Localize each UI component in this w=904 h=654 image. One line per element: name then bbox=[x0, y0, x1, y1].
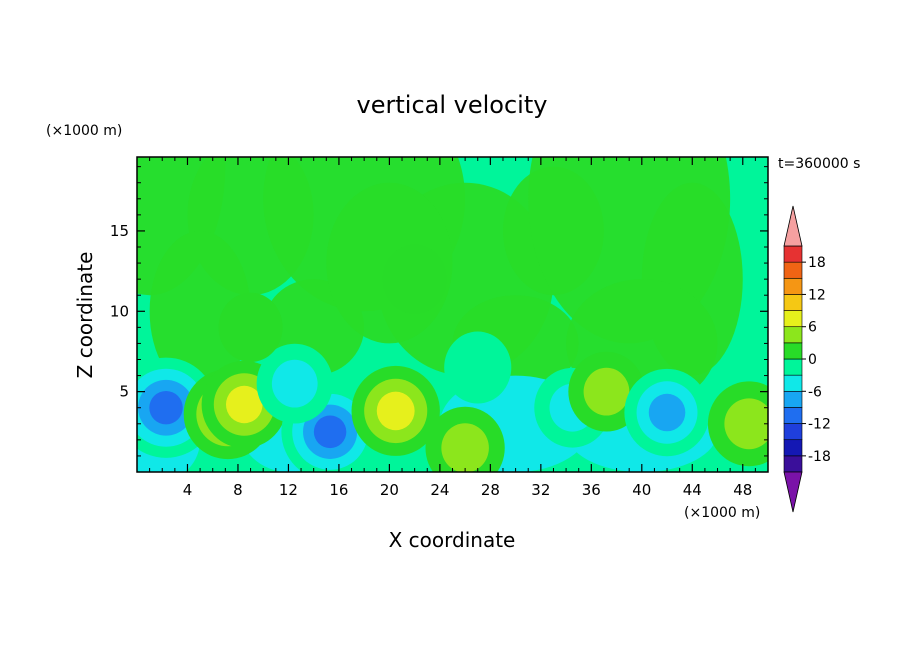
x-tick-label: 40 bbox=[632, 481, 651, 499]
colorbar-tick-label: -18 bbox=[808, 449, 831, 465]
x-tick-label: 28 bbox=[481, 481, 500, 499]
x-tick-label: 24 bbox=[430, 481, 449, 499]
contour-level bbox=[724, 398, 768, 450]
contour-level bbox=[382, 244, 447, 314]
x-tick-label: 20 bbox=[380, 481, 399, 499]
x-tick-label: 32 bbox=[531, 481, 550, 499]
colorbar-swatch bbox=[783, 390, 803, 408]
contour-level bbox=[271, 359, 318, 408]
y-tick-label: 5 bbox=[119, 383, 129, 401]
x-axis: 4 8 12 16 20 24 28 32 36 40 44 48 bbox=[149, 157, 756, 499]
colorbar-tick-label: 12 bbox=[808, 287, 826, 303]
y-tick-label: 10 bbox=[110, 302, 129, 320]
colorbar-swatch bbox=[783, 423, 803, 441]
contour-level bbox=[218, 292, 283, 363]
colorbar-swatch bbox=[783, 374, 803, 392]
colorbar-tick-label: 0 bbox=[808, 352, 817, 368]
colorbar-swatch bbox=[783, 294, 803, 311]
y-axis: 5 10 15 bbox=[110, 166, 768, 457]
x-tick-label: 8 bbox=[233, 481, 243, 499]
colorbar-tick-label: -6 bbox=[808, 384, 822, 400]
y-tick-label: 15 bbox=[110, 222, 129, 240]
colorbar-swatch bbox=[783, 245, 803, 263]
x-tick-label: 12 bbox=[279, 481, 298, 499]
contour-level bbox=[376, 391, 415, 431]
colorbar: 18 12 6 0 -6 -12 -18 bbox=[783, 205, 831, 513]
colorbar-tick-label: -12 bbox=[808, 417, 831, 433]
contour-level bbox=[225, 385, 263, 424]
chart-title: vertical velocity bbox=[357, 91, 548, 119]
colorbar-swatch bbox=[783, 358, 803, 376]
x-tick-label: 48 bbox=[733, 481, 752, 499]
colorbar-swatch bbox=[783, 277, 803, 295]
contour-level bbox=[444, 331, 512, 404]
colorbar-swatch bbox=[783, 310, 803, 328]
colorbar-swatch bbox=[783, 439, 803, 457]
colorbar-swatch bbox=[783, 342, 803, 360]
colorbar-tick-label: 18 bbox=[808, 255, 826, 271]
colorbar-over-arrow bbox=[783, 205, 803, 247]
colorbar-swatch bbox=[783, 326, 803, 344]
contour-level bbox=[313, 415, 347, 449]
field-patch bbox=[149, 230, 251, 392]
colorbar-swatch bbox=[783, 455, 803, 473]
colorbar-tick-label: 6 bbox=[808, 320, 817, 336]
y-axis-label: Z coordinate bbox=[73, 252, 97, 379]
colorbar-swatch bbox=[783, 407, 803, 424]
x-tick-label: 36 bbox=[582, 481, 601, 499]
time-label: t=360000 s bbox=[778, 156, 860, 172]
y-unit-label: (×1000 m) bbox=[46, 123, 122, 139]
x-tick-label: 4 bbox=[183, 481, 193, 499]
colorbar-swatch bbox=[783, 261, 803, 279]
x-axis-label: X coordinate bbox=[389, 528, 516, 552]
x-unit-label: (×1000 m) bbox=[684, 505, 760, 521]
contour-level bbox=[149, 391, 183, 425]
x-tick-label: 44 bbox=[683, 481, 702, 499]
contour-level bbox=[441, 423, 489, 472]
colorbar-under-arrow bbox=[783, 471, 803, 513]
contour-level bbox=[583, 367, 630, 416]
x-tick-label: 16 bbox=[329, 481, 348, 499]
contour-level bbox=[648, 393, 686, 432]
plot-area bbox=[137, 157, 768, 472]
